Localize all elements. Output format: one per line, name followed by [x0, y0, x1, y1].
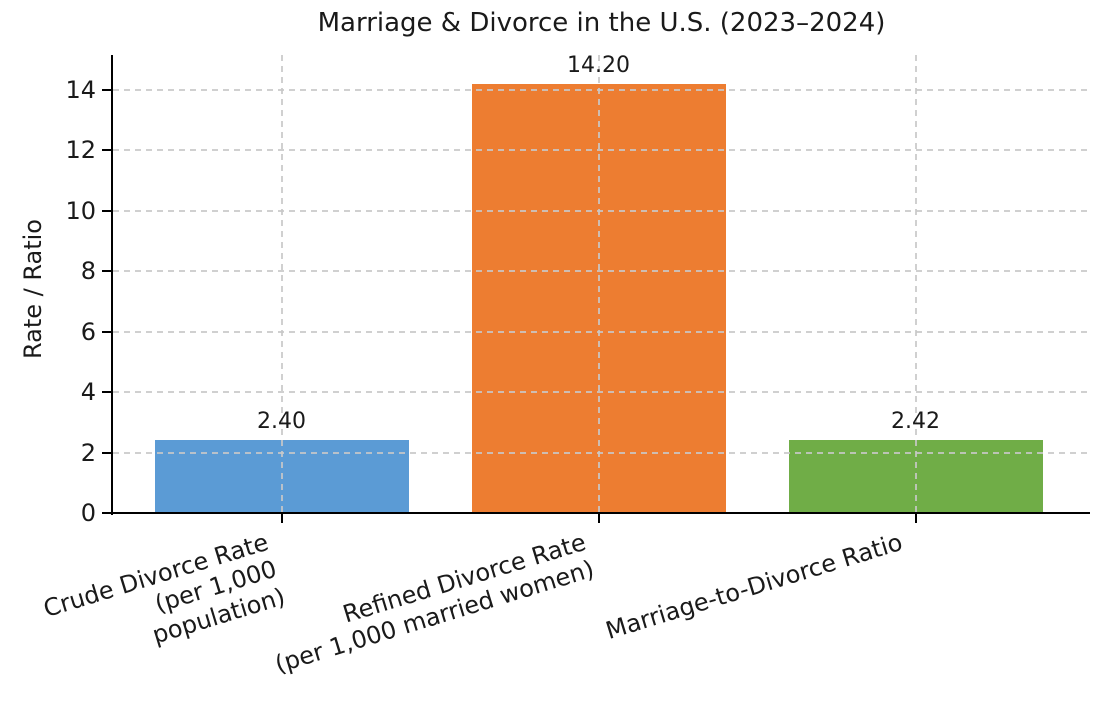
y-tick-label-4: 4	[80, 378, 96, 407]
y-gridline-4	[113, 391, 1090, 394]
x-gridline-1	[280, 55, 283, 513]
y-tick-label-12: 12	[65, 136, 96, 165]
x-gridline-3	[914, 55, 917, 513]
x-tick-label-2: Refined Divorce Rate (per 1,000 married …	[271, 528, 597, 679]
x-tick-label-3: Marriage-to-Divorce Ratio	[602, 528, 906, 645]
bar-value-label-2: 14.20	[567, 53, 630, 78]
y-gridline-6	[113, 330, 1090, 333]
bar-value-label-3: 2.42	[891, 408, 940, 434]
y-tick-label-6: 6	[80, 317, 96, 346]
y-tick-mark-8	[102, 270, 111, 273]
y-tick-mark-4	[102, 391, 111, 394]
y-tick-mark-0	[102, 512, 111, 514]
bottom-spine	[111, 512, 1090, 514]
x-tick-label-1: Crude Divorce Rate (per 1,000 population…	[40, 528, 289, 650]
x-tick-mark-2	[597, 514, 600, 523]
chart-title: Marriage & Divorce in the U.S. (2023–202…	[317, 8, 886, 38]
x-tick-mark-1	[280, 514, 283, 523]
y-tick-mark-2	[102, 451, 111, 454]
y-gridline-10	[113, 209, 1090, 212]
x-gridline-2	[597, 55, 600, 513]
y-gridline-8	[113, 270, 1090, 273]
y-gridline-12	[113, 149, 1090, 152]
y-tick-mark-10	[102, 209, 111, 212]
y-tick-mark-6	[102, 330, 111, 333]
x-tick-mark-3	[914, 514, 917, 523]
left-spine	[111, 55, 113, 515]
y-tick-label-0: 0	[80, 499, 96, 527]
y-tick-mark-12	[102, 149, 111, 152]
y-tick-mark-14	[102, 89, 111, 92]
y-gridline-2	[113, 451, 1090, 454]
bar-value-label-1: 2.40	[257, 409, 306, 435]
y-tick-label-2: 2	[80, 438, 96, 467]
y-gridline-14	[113, 89, 1090, 92]
y-tick-label-10: 10	[65, 196, 96, 225]
y-tick-label-8: 8	[80, 257, 96, 286]
y-tick-label-14: 14	[65, 76, 96, 105]
